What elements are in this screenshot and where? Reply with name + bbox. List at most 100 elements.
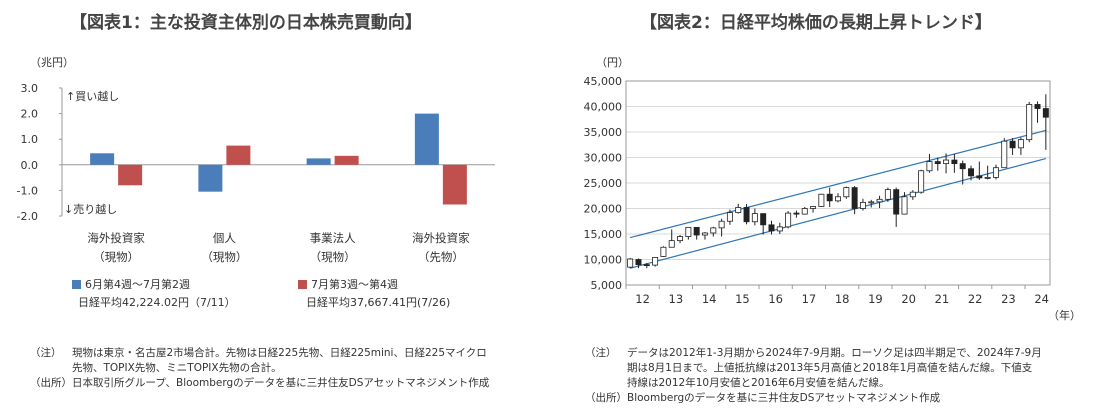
candle-up [909, 191, 916, 198]
note-line: データは2012年1-3月期から2024年7-9月期。ローソク足は四半期足で、2… [627, 347, 1042, 359]
legend-label-2: 7月第3週～第4週 [311, 278, 398, 291]
bar-2 [442, 164, 467, 205]
y-tick-label: 20,000 [584, 203, 623, 216]
candle-up [735, 207, 742, 213]
x-tick-label: 19 [868, 292, 883, 306]
candle-up [685, 226, 692, 237]
candle-down [793, 212, 800, 215]
y-tick-label: 10,000 [584, 254, 623, 267]
candle-down [934, 161, 941, 165]
candle-up [726, 212, 733, 222]
x-tick-label: 21 [935, 292, 950, 306]
candle-up [810, 206, 817, 209]
bar-2 [334, 155, 359, 165]
candle-up [884, 189, 891, 200]
x-category-label: （先物） [418, 250, 464, 264]
candle-up [876, 198, 883, 203]
legend-swatch-1 [72, 279, 81, 289]
candle-up [1017, 139, 1024, 149]
candle-up [1026, 104, 1033, 141]
candle-down [1034, 104, 1041, 109]
candle-up [718, 220, 725, 229]
candle-down [959, 163, 966, 170]
y-tick-label: -2.0 [17, 210, 38, 223]
candle-down [951, 159, 958, 165]
candle-up [710, 227, 717, 234]
note-line: 持線は2012年10月安値と2016年6月安値を結んだ線。 [627, 377, 890, 389]
y-tick-label: 5,000 [591, 279, 623, 292]
candle-down [1042, 108, 1049, 118]
candle-up [702, 232, 708, 236]
x-category-label: 事業法人 [310, 231, 356, 245]
bar-1 [306, 158, 331, 165]
candle-down [760, 213, 767, 226]
candle-up [868, 201, 875, 204]
chart1-title: 【図表1：主な投資主体別の日本株売買動向】 [70, 13, 422, 33]
x-category-label: （現物） [93, 250, 139, 264]
candle-down [976, 175, 983, 179]
candle-up [992, 167, 999, 178]
candle-up [926, 161, 933, 172]
legend-label-1: 6月第4週～7月第2週 [85, 278, 190, 291]
source-line: Bloombergのデータを基に三井住友DSアセットマネジメント作成 [627, 392, 941, 404]
legend-series-1: 6月第4週～7月第2週 [72, 276, 190, 292]
chart2-svg: （円） 5,000 10,000 15,000 20,000 25,000 30,000 35… [584, 56, 1082, 322]
bar-1 [414, 113, 439, 165]
candle-up [627, 258, 634, 268]
candle-up [918, 170, 925, 193]
candle-up [818, 193, 825, 207]
candle-down [693, 226, 700, 236]
candle-up [943, 159, 950, 165]
x-tick-label: 20 [901, 292, 916, 306]
candle-down [768, 224, 775, 232]
x-tick-label: 22 [968, 292, 983, 306]
bar-2 [226, 145, 251, 165]
candle-down [826, 193, 833, 202]
candle-up [1001, 140, 1008, 169]
candle-up [660, 246, 667, 257]
candle-up [901, 196, 908, 215]
note-line: 期は8月1日まで。上値抵抗線は2013年5月高値と2018年1月高値を結んだ線。… [627, 362, 1033, 374]
trendline [630, 157, 1046, 269]
candle-down [643, 264, 650, 267]
x-tick-label: 15 [735, 292, 750, 306]
candle-up [776, 226, 783, 232]
x-category-label: 個人 [213, 231, 236, 245]
candle-down [1009, 140, 1016, 149]
candle-up [677, 236, 684, 242]
y-tick-label: 15,000 [584, 228, 623, 241]
legend-swatch-2 [298, 279, 307, 289]
y-tick-label: 40,000 [584, 101, 623, 114]
legend-series-2: 7月第3週～第4週 [298, 276, 398, 292]
candle-down [968, 168, 974, 177]
note-line: 先物、TOPIX先物、ミニTOPIX先物の合計。 [72, 362, 282, 374]
y-tick-label: 25,000 [584, 177, 623, 190]
x-category-label: 海外投資家 [87, 231, 145, 245]
candle-down [851, 187, 858, 209]
notes-left: （注） 現物は東京・名古屋2市場合計。先物は日経225先物、日経225mini、… [30, 346, 560, 391]
candle-up [859, 201, 866, 209]
candle-up [835, 196, 841, 202]
note-label: （注） [585, 347, 617, 359]
y-tick-label: -1.0 [17, 184, 38, 197]
candle-up [668, 240, 675, 248]
source-label: （出所） [585, 392, 627, 404]
chart2-title: 【図表2：日経平均株価の長期上昇トレンド】 [640, 13, 992, 33]
candle-up [984, 176, 991, 179]
plot-frame [625, 80, 1051, 286]
x-category-label: （現物） [201, 250, 247, 264]
x-axis-label: （年） [1048, 308, 1081, 322]
bar-1 [90, 153, 115, 165]
x-tick-label: 14 [702, 292, 717, 306]
candle-up [751, 213, 758, 223]
candle-down [743, 207, 750, 223]
source-label: （出所） [30, 377, 72, 389]
y-tick-label: 45,000 [584, 75, 623, 88]
y-tick-label: 2.0 [21, 108, 39, 121]
y-tick-label: 35,000 [584, 126, 623, 139]
candle-up [801, 208, 808, 215]
y-tick-label: 3.0 [21, 82, 39, 95]
candle-down [893, 189, 900, 215]
x-tick-label: 23 [1001, 292, 1016, 306]
